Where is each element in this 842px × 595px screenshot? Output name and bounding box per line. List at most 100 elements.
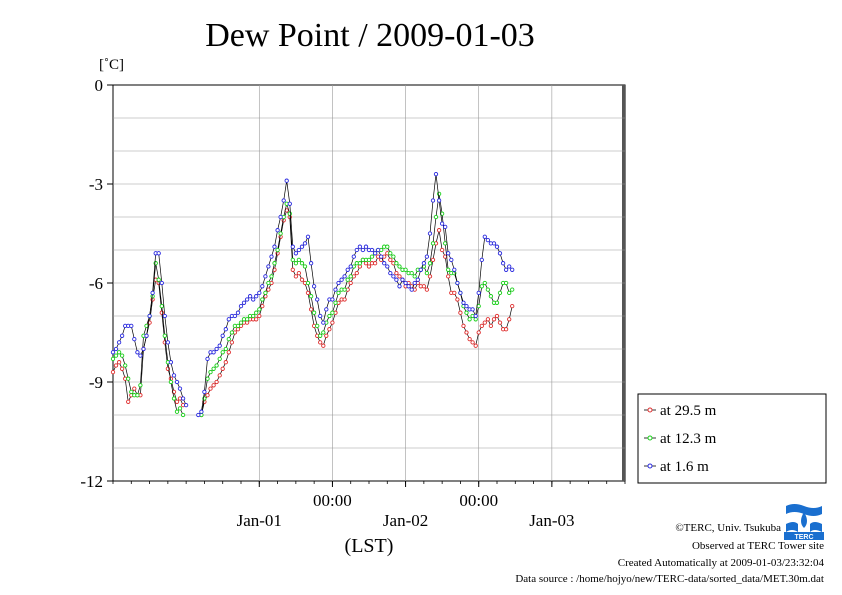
data-point: [272, 261, 277, 266]
data-point: [223, 346, 228, 352]
data-point: [305, 234, 311, 239]
data-point: [302, 264, 308, 269]
data-point: [464, 330, 469, 335]
data-point: [266, 287, 271, 292]
data-point: [500, 261, 506, 266]
legend-label: at 12.3 m: [660, 431, 717, 447]
terc-logo: TERC: [784, 502, 824, 541]
data-point: [397, 264, 402, 269]
data-point: [235, 323, 241, 329]
data-point: [342, 287, 347, 292]
data-point: [226, 317, 231, 322]
y-tick-label: -9: [89, 373, 103, 392]
data-point: [220, 366, 225, 371]
data-point: [503, 280, 509, 286]
data-point: [470, 340, 475, 345]
x-tick-label: 00:00: [313, 491, 352, 510]
data-point: [214, 363, 219, 368]
data-point: [455, 280, 460, 286]
data-point: [424, 270, 430, 276]
data-point: [223, 360, 228, 365]
series-line: [112, 263, 184, 416]
data-point: [485, 287, 491, 292]
data-point: [168, 379, 174, 385]
data-point: [260, 297, 265, 302]
data-point: [333, 300, 338, 305]
series-3: [110, 171, 515, 418]
data-point: [257, 313, 262, 319]
data-point: [299, 261, 305, 266]
data-point: [443, 224, 448, 230]
data-point: [369, 254, 375, 259]
data-point: [244, 317, 250, 322]
data-point: [254, 310, 259, 315]
data-point: [208, 369, 213, 375]
y-tick-label: -6: [89, 274, 103, 293]
y-unit-label: [˚C]: [99, 57, 124, 73]
data-point: [138, 383, 143, 388]
data-point: [244, 297, 250, 302]
series-line: [198, 174, 513, 416]
data-point: [260, 284, 265, 289]
data-point: [382, 261, 387, 266]
data-point: [430, 241, 436, 246]
data-point: [324, 333, 329, 338]
data-point: [348, 264, 353, 269]
data-point: [135, 393, 140, 398]
data-point: [409, 287, 414, 292]
data-point: [266, 280, 271, 286]
data-point: [385, 244, 390, 249]
data-point: [113, 353, 119, 358]
data-point: [296, 247, 302, 253]
data-point: [278, 214, 283, 220]
data-point: [305, 280, 311, 286]
data-point: [391, 274, 396, 279]
data-point: [494, 313, 500, 319]
data-point: [510, 287, 515, 292]
legend-marker: [647, 407, 653, 413]
credit-observed: Observed at TERC Tower site: [692, 540, 824, 552]
data-point: [232, 313, 238, 319]
data-point: [507, 264, 512, 269]
data-point: [202, 389, 207, 395]
data-point: [354, 270, 359, 276]
data-point: [321, 330, 326, 335]
data-point: [446, 274, 451, 279]
data-point: [503, 267, 509, 272]
data-point: [113, 363, 119, 368]
data-point: [336, 280, 341, 286]
data-point: [174, 379, 180, 385]
data-point: [214, 346, 219, 352]
data-point: [290, 244, 295, 249]
data-point: [436, 228, 442, 233]
data-point: [116, 340, 122, 345]
data-point: [394, 261, 399, 266]
data-point: [229, 330, 235, 335]
data-point: [503, 327, 509, 332]
data-point: [369, 247, 375, 253]
data-point: [391, 254, 396, 259]
data-point: [430, 198, 436, 203]
data-point: [330, 310, 335, 315]
data-point: [287, 211, 292, 216]
data-point: [156, 277, 161, 282]
data-point: [116, 350, 122, 355]
data-point: [458, 290, 463, 296]
data-point: [275, 228, 280, 233]
x-tick-label: 00:00: [459, 491, 498, 510]
data-point: [251, 313, 256, 319]
data-point: [439, 247, 445, 253]
data-point: [351, 254, 356, 259]
data-point: [257, 307, 262, 312]
data-point: [403, 280, 408, 286]
data-point: [372, 251, 378, 256]
data-point: [476, 303, 481, 309]
data-point: [126, 399, 131, 404]
data-point: [171, 396, 177, 401]
data-point: [266, 264, 271, 269]
data-point: [318, 340, 323, 345]
data-point: [180, 396, 186, 401]
data-point: [446, 267, 451, 272]
series-1: [110, 208, 515, 418]
data-point: [345, 267, 350, 272]
